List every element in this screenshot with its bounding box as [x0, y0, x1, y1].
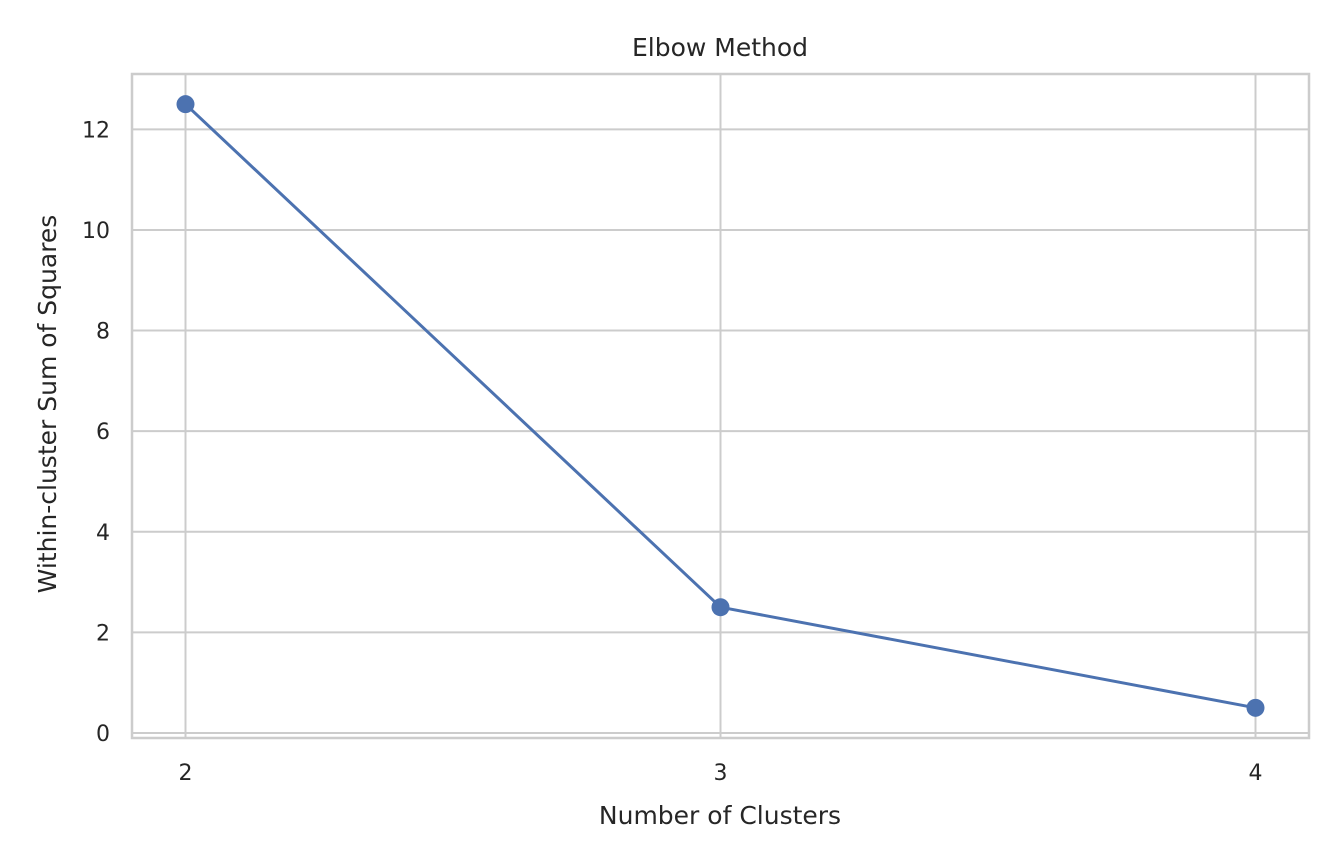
y-tick-label: 8 [96, 320, 110, 345]
y-tick-label: 2 [96, 621, 110, 646]
plot-area-border [130, 72, 1311, 740]
chart-title: Elbow Method [632, 33, 808, 62]
x-tick-label: 3 [714, 761, 728, 786]
y-axis-label: Within-cluster Sum of Squares [33, 215, 62, 594]
data-point [711, 598, 730, 617]
series [176, 95, 1265, 717]
x-axis-label: Number of Clusters [599, 801, 841, 830]
grid [132, 74, 1309, 738]
y-tick-label: 6 [96, 420, 110, 445]
y-tick-label: 0 [96, 722, 110, 747]
plot-frame [130, 72, 1311, 740]
data-point [176, 95, 195, 114]
y-tick-label: 10 [82, 219, 110, 244]
x-tick-label: 4 [1249, 761, 1263, 786]
y-tick-label: 12 [82, 118, 110, 143]
data-point [1246, 698, 1265, 717]
tick-labels: 0 2 4 6 8 10 12 2 3 4 [82, 118, 1263, 786]
x-tick-label: 2 [179, 761, 193, 786]
y-tick-label: 4 [96, 521, 110, 546]
